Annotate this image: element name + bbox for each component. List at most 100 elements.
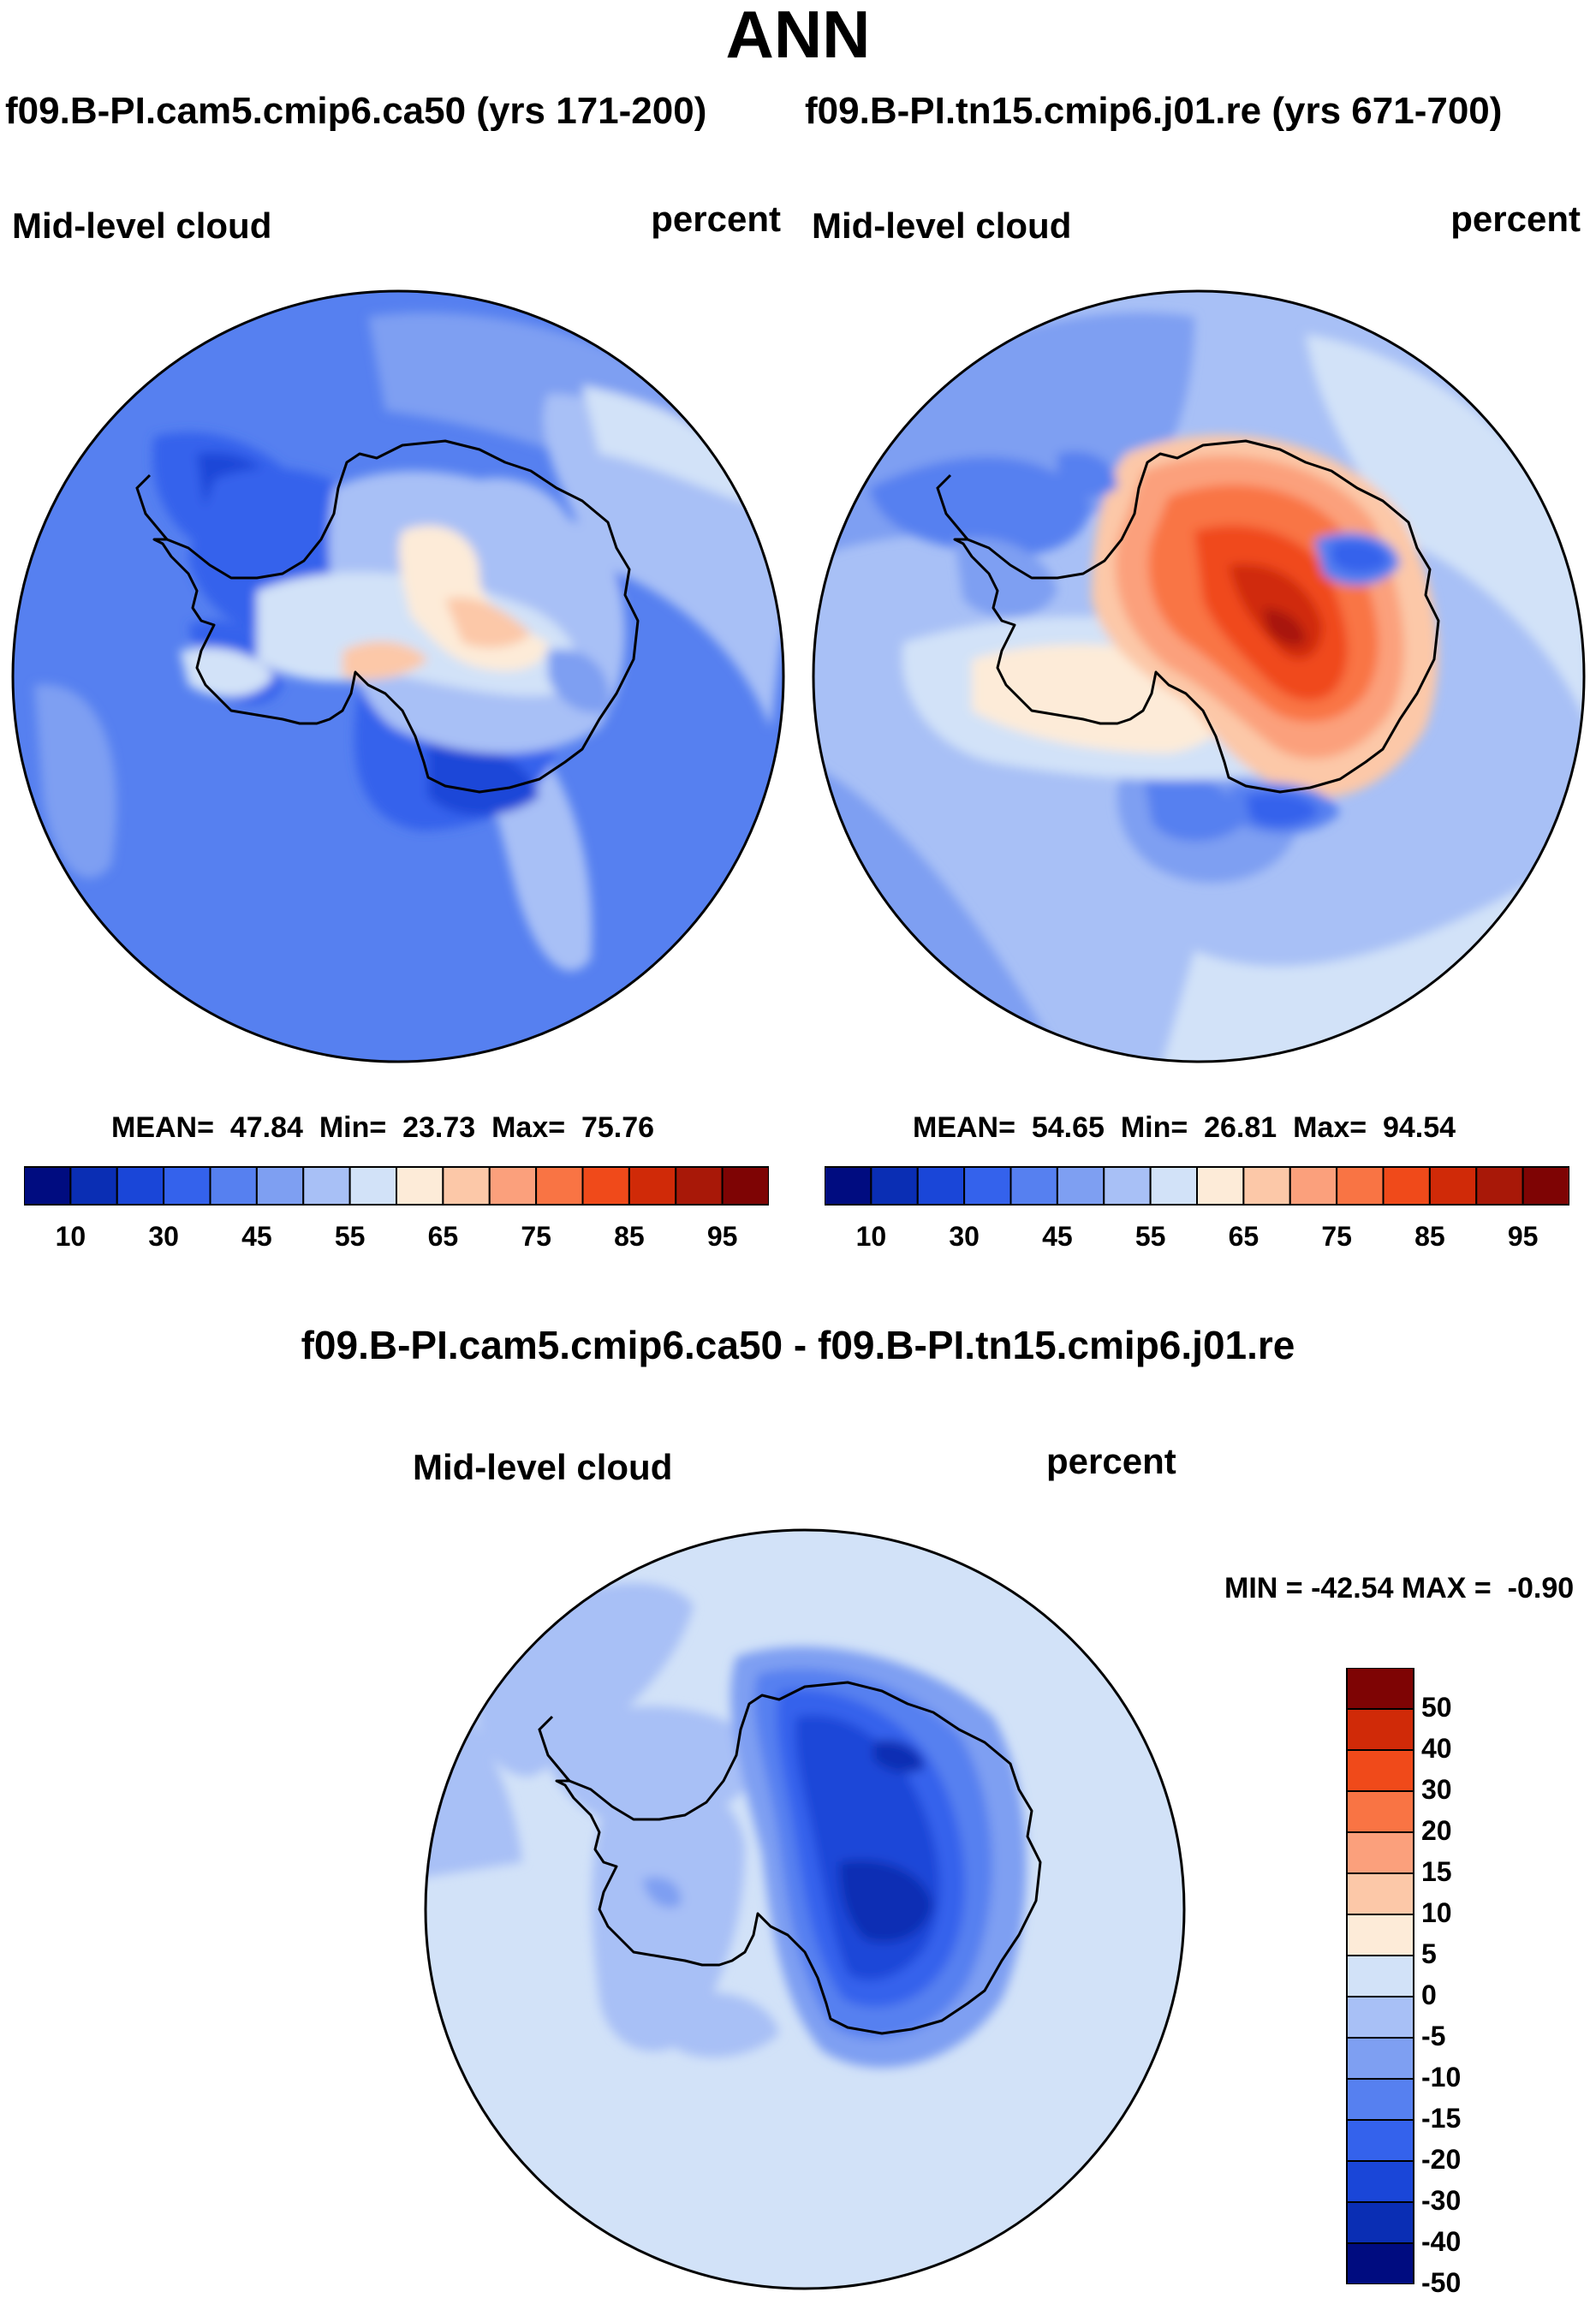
colorbar-swatch (1242, 1166, 1291, 1206)
colorbar-tick-label: 95 (706, 1221, 738, 1252)
colorbar-swatch (69, 1166, 118, 1206)
colorbar-swatch (1346, 1955, 1414, 1997)
colorbar-swatch (1346, 2242, 1414, 2284)
colorbar-swatch (442, 1166, 491, 1206)
colorbar-tick-label: 0 (1421, 1980, 1437, 2010)
colorbar-swatch (302, 1166, 351, 1206)
colorbar-tick-label: 30 (148, 1221, 179, 1252)
colorbar-tick-label: 75 (521, 1221, 551, 1252)
colorbar-swatch (721, 1166, 769, 1206)
colorbar-swatch (1346, 1749, 1414, 1792)
colorbar-swatch (1346, 1668, 1414, 1710)
colorbar-tick-label: -50 (1421, 2267, 1462, 2298)
colorbar-tick-label: -5 (1421, 2021, 1446, 2051)
colorbar-tick-label: 45 (1042, 1221, 1073, 1252)
colorbar-tick-label: 85 (1414, 1221, 1445, 1252)
colorbar-swatch (870, 1166, 919, 1206)
colorbar-tick-label: 85 (614, 1221, 645, 1252)
colorbar-tick-label: 65 (427, 1221, 459, 1252)
colorbar-tick-label: 15 (1421, 1856, 1452, 1887)
colorbar-swatch (1056, 1166, 1105, 1206)
difference-title: f09.B-PI.cam5.cmip6.ca50 - f09.B-PI.tn15… (301, 1323, 1295, 1367)
colorbar-swatch (1346, 2201, 1414, 2244)
colorbar-tick-label: 10 (855, 1221, 887, 1252)
panel2-colorbar (825, 1166, 1569, 1206)
colorbar-swatch (1346, 2160, 1414, 2203)
panel1-colorbar (24, 1166, 769, 1206)
colorbar-tick-label: 20 (1421, 1815, 1452, 1846)
panel3-polar-map (424, 1528, 1186, 2290)
figure-title: ANN (725, 0, 871, 72)
panel1-colorbar-labels: 10 30 45 55 65 75 85 95 (24, 1221, 769, 1255)
colorbar-swatch (1103, 1166, 1152, 1206)
colorbar-tick-label: 40 (1421, 1733, 1452, 1764)
panel2-variable-label: Mid-level cloud (812, 205, 1072, 246)
colorbar-swatch (163, 1166, 211, 1206)
panel1-variable-label: Mid-level cloud (12, 205, 272, 246)
colorbar-swatch (628, 1166, 677, 1206)
colorbar-tick-label: -40 (1421, 2226, 1462, 2257)
panel3-stats: MIN = -42.54 MAX = -0.90 (1224, 1572, 1575, 1604)
colorbar-tick-label: 10 (1421, 1897, 1452, 1928)
colorbar-swatch (675, 1166, 724, 1206)
colorbar-swatch (1382, 1166, 1431, 1206)
panel2-colorbar-labels: 10 30 45 55 65 75 85 95 (825, 1221, 1569, 1255)
panel1-stats: MEAN= 47.84 Min= 23.73 Max= 75.76 (111, 1111, 655, 1144)
colorbar-tick-label: 55 (1134, 1221, 1166, 1252)
colorbar-swatch (963, 1166, 1012, 1206)
colorbar-swatch (1522, 1166, 1569, 1206)
colorbar-tick-label: -20 (1421, 2144, 1462, 2175)
panel3-colorbar-labels: 50 40 30 20 15 10 5 0 -5 -10 -15 -20 -30 -40 -50 (1421, 1668, 1524, 2298)
colorbar-tick-label: 10 (55, 1221, 86, 1252)
colorbar-swatch (24, 1166, 72, 1206)
panel2-units-label: percent (1450, 199, 1581, 239)
colorbar-swatch (209, 1166, 258, 1206)
colorbar-swatch (1346, 2078, 1414, 2121)
colorbar-swatch (1336, 1166, 1385, 1206)
colorbar-tick-label: 95 (1507, 1221, 1539, 1252)
panel3-units-label: percent (1046, 1441, 1176, 1481)
colorbar-swatch (1346, 1708, 1414, 1751)
colorbar-swatch (916, 1166, 966, 1206)
colorbar-swatch (1149, 1166, 1198, 1206)
panel3-colorbar (1346, 1668, 1414, 2284)
colorbar-swatch (1346, 1831, 1414, 1874)
colorbar-swatch (1346, 1914, 1414, 1956)
colorbar-swatch (1475, 1166, 1524, 1206)
colorbar-tick-label: -10 (1421, 2062, 1462, 2093)
panel2-stats: MEAN= 54.65 Min= 26.81 Max= 94.54 (913, 1111, 1456, 1144)
colorbar-swatch (1346, 2119, 1414, 2162)
colorbar-swatch (581, 1166, 630, 1206)
panel1-units-label: percent (651, 199, 781, 239)
colorbar-tick-label: -15 (1421, 2103, 1462, 2134)
colorbar-tick-label: 50 (1421, 1692, 1452, 1723)
colorbar-swatch (1346, 1872, 1414, 1915)
panel3-variable-label: Mid-level cloud (413, 1447, 673, 1487)
case2-title: f09.B-PI.tn15.cmip6.j01.re (yrs 671-700) (805, 90, 1503, 132)
colorbar-tick-label: 30 (949, 1221, 980, 1252)
case1-title: f09.B-PI.cam5.cmip6.ca50 (yrs 171-200) (5, 90, 707, 132)
colorbar-tick-label: 30 (1421, 1774, 1452, 1805)
colorbar-tick-label: 55 (334, 1221, 366, 1252)
colorbar-swatch (535, 1166, 584, 1206)
colorbar-swatch (1196, 1166, 1245, 1206)
colorbar-swatch (255, 1166, 305, 1206)
colorbar-tick-label: 45 (241, 1221, 272, 1252)
colorbar-swatch (1009, 1166, 1058, 1206)
colorbar-swatch (1346, 1996, 1414, 2039)
panel1-polar-map (11, 289, 785, 1063)
colorbar-swatch (488, 1166, 538, 1206)
colorbar-swatch (1346, 2037, 1414, 2080)
colorbar-tick-label: 75 (1321, 1221, 1352, 1252)
colorbar-tick-label: -30 (1421, 2185, 1462, 2216)
colorbar-tick-label: 5 (1421, 1938, 1437, 1969)
colorbar-swatch (1346, 1790, 1414, 1833)
colorbar-swatch (1428, 1166, 1478, 1206)
colorbar-swatch (348, 1166, 397, 1206)
colorbar-swatch (396, 1166, 444, 1206)
colorbar-swatch (116, 1166, 165, 1206)
colorbar-tick-label: 65 (1228, 1221, 1260, 1252)
colorbar-swatch (1289, 1166, 1338, 1206)
panel2-polar-map (812, 289, 1586, 1063)
colorbar-swatch (825, 1166, 872, 1206)
